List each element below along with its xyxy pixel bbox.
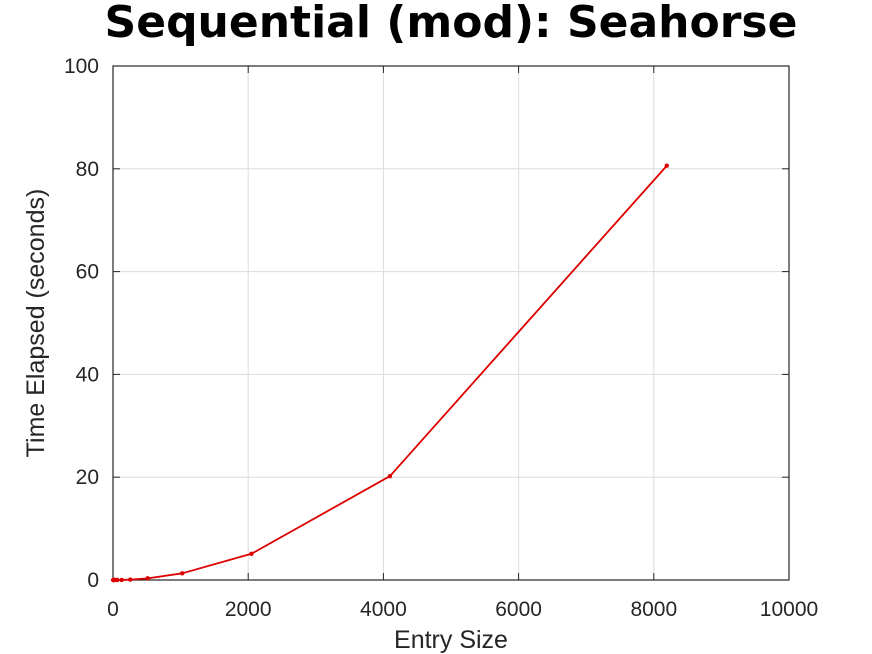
x-tick-label: 4000 <box>360 598 407 621</box>
x-tick-label: 6000 <box>495 598 542 621</box>
y-tick-label: 0 <box>87 569 99 592</box>
data-point <box>664 163 669 168</box>
data-point <box>387 473 393 479</box>
series-line <box>112 165 668 581</box>
x-axis-label: Entry Size <box>394 626 508 654</box>
data-point <box>119 577 124 583</box>
x-tick-label: 8000 <box>630 598 677 621</box>
grid <box>113 66 789 580</box>
data-point <box>115 577 120 583</box>
y-tick-label: 20 <box>76 466 99 489</box>
data-point <box>180 571 185 576</box>
y-tick-label: 40 <box>76 363 99 386</box>
series-layer <box>110 163 669 583</box>
chart-title: Sequential (mod): Seahorse <box>105 0 798 48</box>
y-tick-label: 100 <box>64 55 99 78</box>
y-tick-label: 60 <box>76 261 99 284</box>
x-tick-label: 2000 <box>225 598 272 621</box>
data-point <box>128 577 133 582</box>
x-tick-label: 10000 <box>760 598 818 621</box>
y-tick-label: 80 <box>76 158 99 181</box>
data-point <box>145 576 150 581</box>
x-tick-label: 0 <box>107 598 119 621</box>
plot-frame <box>112 65 790 581</box>
y-axis-label: Time Elapsed (seconds) <box>22 189 50 458</box>
data-point <box>249 551 254 556</box>
axis-ticks: 0 2000 4000 6000 8000 10000 0 20 40 60 80 100 <box>64 55 818 621</box>
